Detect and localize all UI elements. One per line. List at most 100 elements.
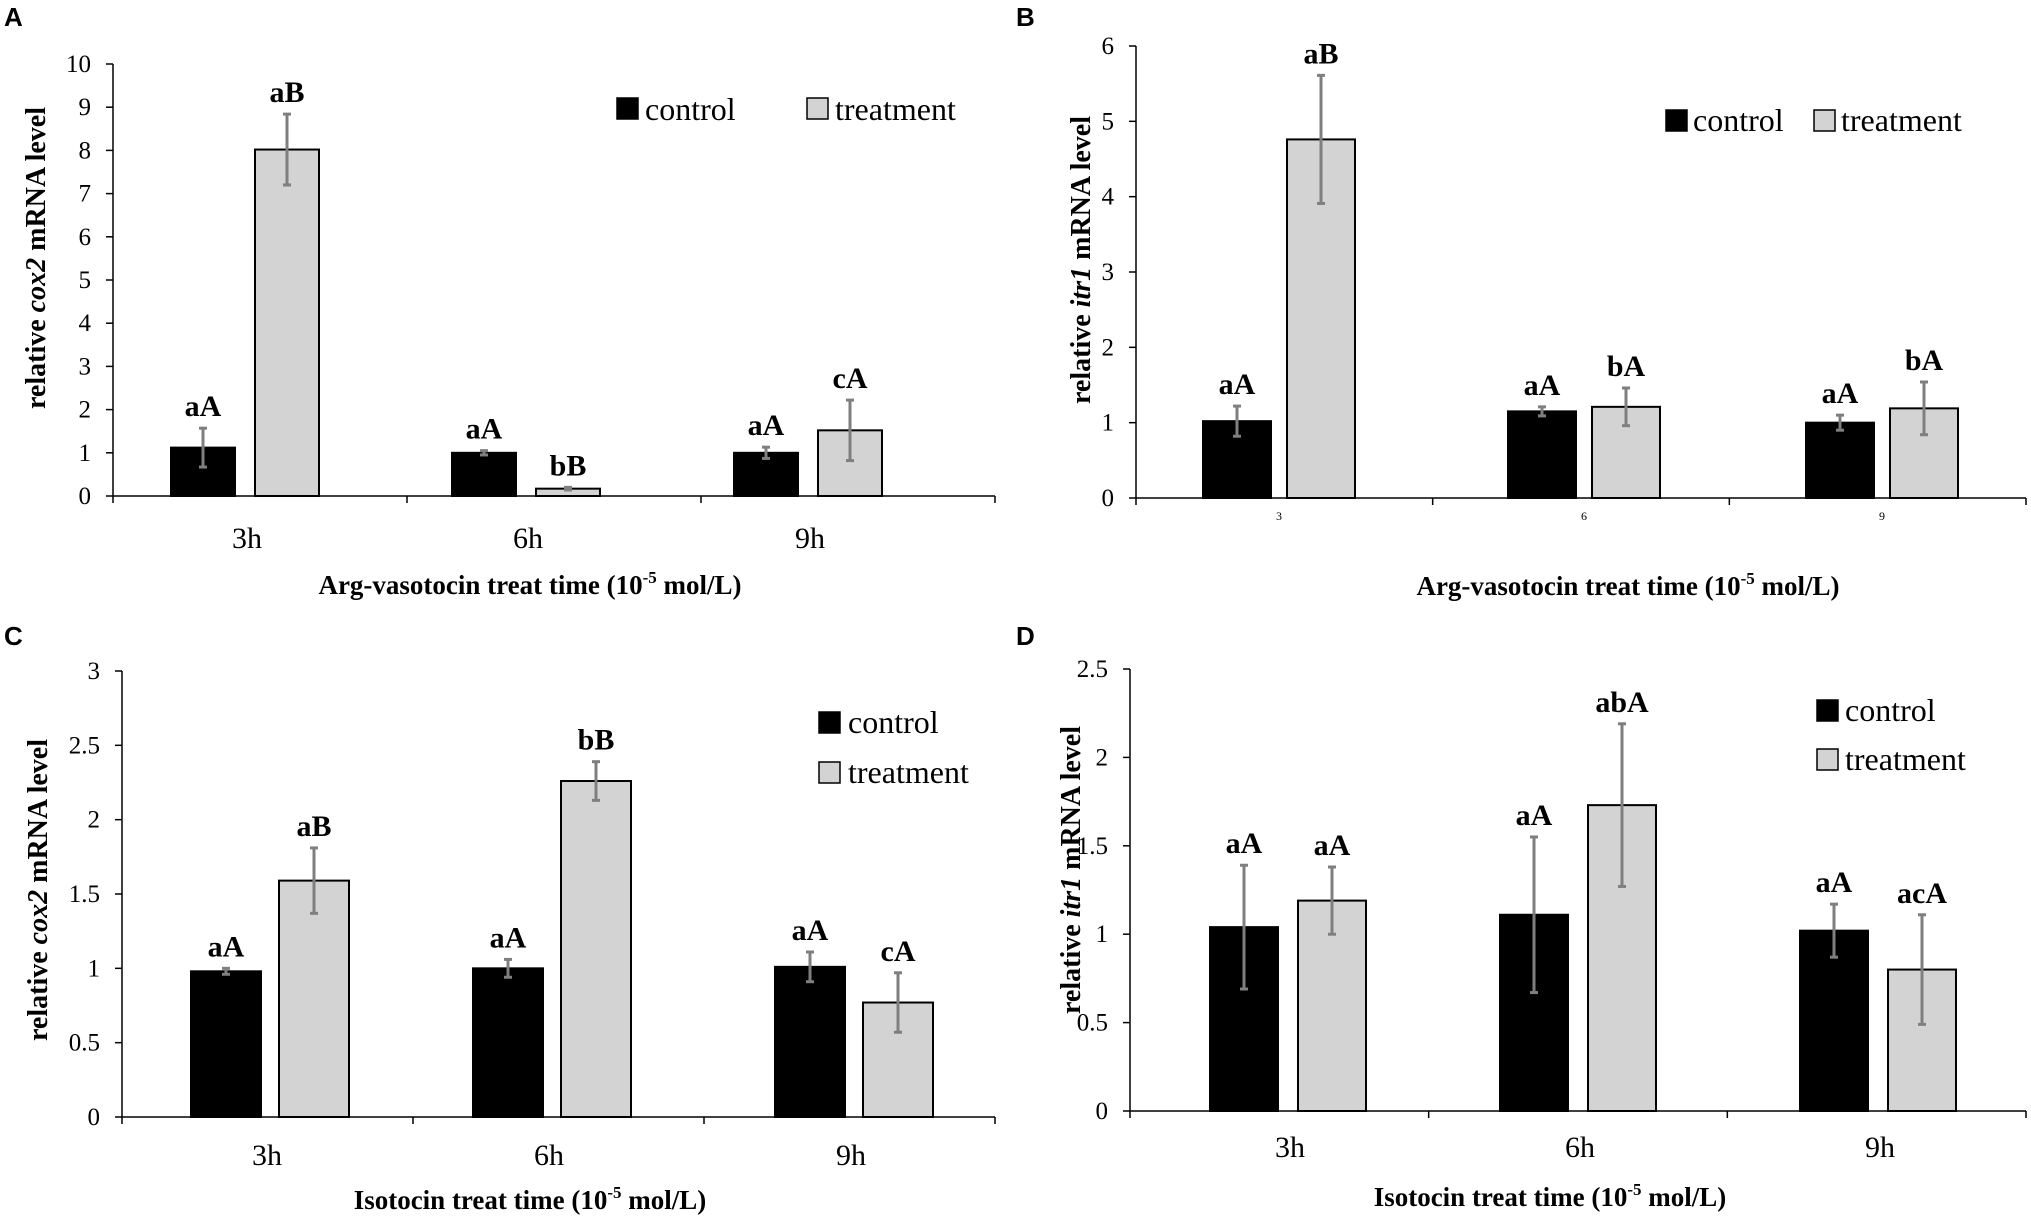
x-axis-label: Arg-vasotocin treat time (10-5 mol/L) (1416, 569, 1839, 601)
significance-label: aA (792, 914, 829, 947)
y-axis-label: relative cox2 mRNA level (23, 739, 54, 1041)
legend-label-treatment: treatment (848, 754, 969, 790)
panel-letter: C (4, 621, 23, 651)
y-tick-label: 1 (88, 955, 101, 982)
x-tick-label: 6h (534, 1139, 564, 1172)
significance-label: bA (1905, 344, 1944, 377)
x-tick-label: 9h (795, 522, 825, 555)
panel-letter: B (1016, 2, 1035, 32)
y-tick-label: 0 (1102, 485, 1115, 512)
y-tick-label: 1 (1096, 921, 1109, 948)
significance-label: aA (208, 930, 245, 963)
significance-label: aA (1516, 799, 1553, 832)
bar-treatment (560, 780, 632, 1118)
y-tick-label: 6 (79, 224, 92, 251)
x-tick-label: 3h (1275, 1131, 1305, 1164)
x-tick-label: 6h (513, 522, 543, 555)
y-tick-label: 3 (1102, 259, 1115, 286)
legend-label-control: control (1845, 692, 1936, 728)
legend-label-treatment: treatment (835, 91, 956, 127)
bar-control (733, 451, 799, 497)
y-tick-label: 6 (1102, 33, 1115, 60)
legend-swatch-treatment (818, 761, 841, 784)
y-tick-label: 9 (79, 94, 92, 121)
y-tick-label: 2 (1096, 744, 1109, 771)
y-tick-label: 0 (88, 1104, 101, 1131)
legend-label-control: control (645, 91, 736, 127)
y-tick-label: 2 (88, 807, 101, 834)
significance-label: abA (1595, 686, 1649, 719)
significance-label: aB (296, 810, 331, 843)
y-axis-label: relative cox2 mRNA level (21, 107, 52, 409)
x-tick-label: 6h (1565, 1131, 1595, 1164)
bar-control (1805, 421, 1875, 499)
y-tick-label: 0.5 (69, 1030, 100, 1057)
y-tick-label: 1.5 (69, 881, 100, 908)
significance-label: aA (1219, 368, 1256, 401)
x-tick-label: 3 (1276, 509, 1282, 523)
significance-label: acA (1897, 877, 1947, 910)
bar-control (774, 965, 846, 1119)
bar-control (451, 451, 517, 497)
significance-label: aB (1303, 37, 1338, 70)
legend: control treatment (818, 704, 969, 790)
y-tick-label: 4 (1102, 184, 1115, 211)
significance-label: bA (1607, 350, 1646, 383)
legend-label-control: control (1693, 102, 1784, 138)
significance-label: aA (1524, 369, 1561, 402)
x-tick-label: 9 (1879, 509, 1885, 523)
y-tick-label: 2 (1102, 334, 1115, 361)
legend-label-treatment: treatment (1845, 741, 1966, 777)
x-axis-label: Arg-vasotocin treat time (10-5 mol/L) (318, 568, 741, 600)
bar-control (472, 967, 544, 1118)
significance-label: aA (466, 413, 503, 446)
significance-label: cA (833, 362, 868, 395)
legend-label-treatment: treatment (1841, 102, 1962, 138)
x-tick-label: 9h (1865, 1131, 1895, 1164)
significance-label: aB (269, 76, 304, 109)
plot-area: 0 0.5 1 1.5 2 2.5 aA aA 3h aA abA 6h aA acA 9h (1077, 656, 2027, 1164)
y-tick-label: 0 (1096, 1098, 1109, 1125)
y-tick-label: 10 (66, 51, 91, 78)
significance-label: aA (1816, 866, 1853, 899)
y-tick-label: 7 (79, 181, 92, 208)
y-tick-label: 3 (88, 658, 101, 685)
y-tick-label: 1 (79, 440, 92, 467)
x-tick-label: 9h (836, 1139, 866, 1172)
y-tick-label: 2 (79, 397, 92, 424)
legend: control treatment (1665, 102, 1962, 138)
bar-control (1507, 410, 1577, 499)
legend: control treatment (616, 91, 956, 127)
legend-swatch-control (616, 97, 639, 120)
y-tick-label: 8 (79, 137, 92, 164)
significance-label: bB (578, 724, 615, 757)
panel-letter: D (1016, 621, 1035, 651)
y-tick-label: 0 (79, 483, 92, 510)
x-tick-label: 3h (232, 522, 262, 555)
panel-letter: A (4, 2, 23, 32)
significance-label: aA (185, 390, 222, 423)
legend: control treatment (1816, 692, 1966, 777)
bar-control (1799, 929, 1869, 1112)
significance-label: aA (1822, 377, 1859, 410)
y-tick-label: 1 (1102, 410, 1115, 437)
x-tick-label: 6 (1581, 509, 1587, 523)
legend-swatch-control (1665, 109, 1688, 132)
legend-swatch-treatment (806, 97, 829, 120)
legend-swatch-treatment (1816, 748, 1839, 771)
legend-swatch-control (1816, 699, 1839, 722)
significance-label: aA (748, 409, 785, 442)
plot-area: 0 0.5 1 1.5 2 2.5 3 aA aB 3h aA bB 6h aA cA 9h (69, 658, 996, 1172)
plot-area: 0 1 2 3 4 5 6 7 8 9 10 aA aB 3h aA bB 6h aA cA 9h (66, 51, 996, 555)
bar-control (190, 970, 262, 1118)
panel-a: A 0 1 2 3 4 5 6 7 8 9 10 aA aB 3h aA bB 6h aA cA 9h relativ… (4, 2, 996, 600)
y-tick-label: 2.5 (1077, 656, 1108, 683)
legend-label-control: control (848, 704, 939, 740)
panel-d: D 0 0.5 1 1.5 2 2.5 aA aA 3h aA abA 6h aA acA 9h relat… (1016, 621, 2027, 1212)
plot-area: 0 1 2 3 4 5 6 aA aB 3 aA bA 6 aA bA 9 (1102, 33, 2027, 523)
legend-swatch-control (818, 711, 841, 734)
significance-label: aA (1226, 827, 1263, 860)
bar-treatment (254, 148, 320, 497)
significance-label: bB (550, 449, 587, 482)
bar-treatment (278, 879, 350, 1118)
